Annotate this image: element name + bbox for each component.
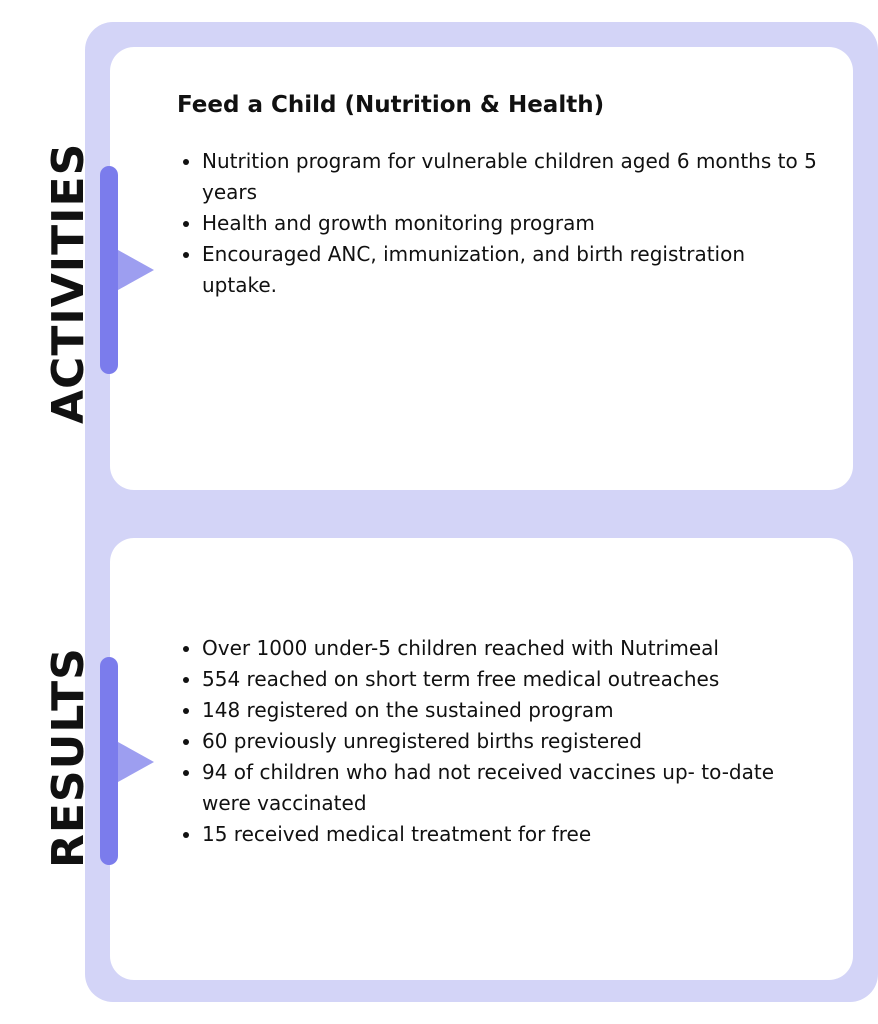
- activities-list: Nutrition program for vulnerable childre…: [177, 146, 822, 301]
- results-pointer: [118, 742, 154, 782]
- results-list: Over 1000 under-5 children reached with …: [177, 633, 822, 850]
- list-item: Over 1000 under-5 children reached with …: [202, 633, 822, 664]
- list-item: Health and growth monitoring program: [202, 208, 822, 239]
- list-item: 60 previously unregistered births regist…: [202, 726, 822, 757]
- activities-title: Feed a Child (Nutrition & Health): [177, 92, 605, 118]
- list-item: 554 reached on short term free medical o…: [202, 664, 822, 695]
- list-item: Nutrition program for vulnerable childre…: [202, 146, 822, 208]
- list-item: 94 of children who had not received vacc…: [202, 757, 822, 819]
- list-item: 15 received medical treatment for free: [202, 819, 822, 850]
- activities-accent-bar: [100, 166, 118, 374]
- results-card: [110, 538, 853, 980]
- list-item: 148 registered on the sustained program: [202, 695, 822, 726]
- results-accent-bar: [100, 657, 118, 865]
- list-item: Encouraged ANC, immunization, and birth …: [202, 239, 822, 301]
- activities-card: [110, 47, 853, 490]
- activities-label: ACTIVITIES: [43, 142, 94, 424]
- activities-pointer: [118, 250, 154, 290]
- results-label: RESULTS: [43, 647, 94, 868]
